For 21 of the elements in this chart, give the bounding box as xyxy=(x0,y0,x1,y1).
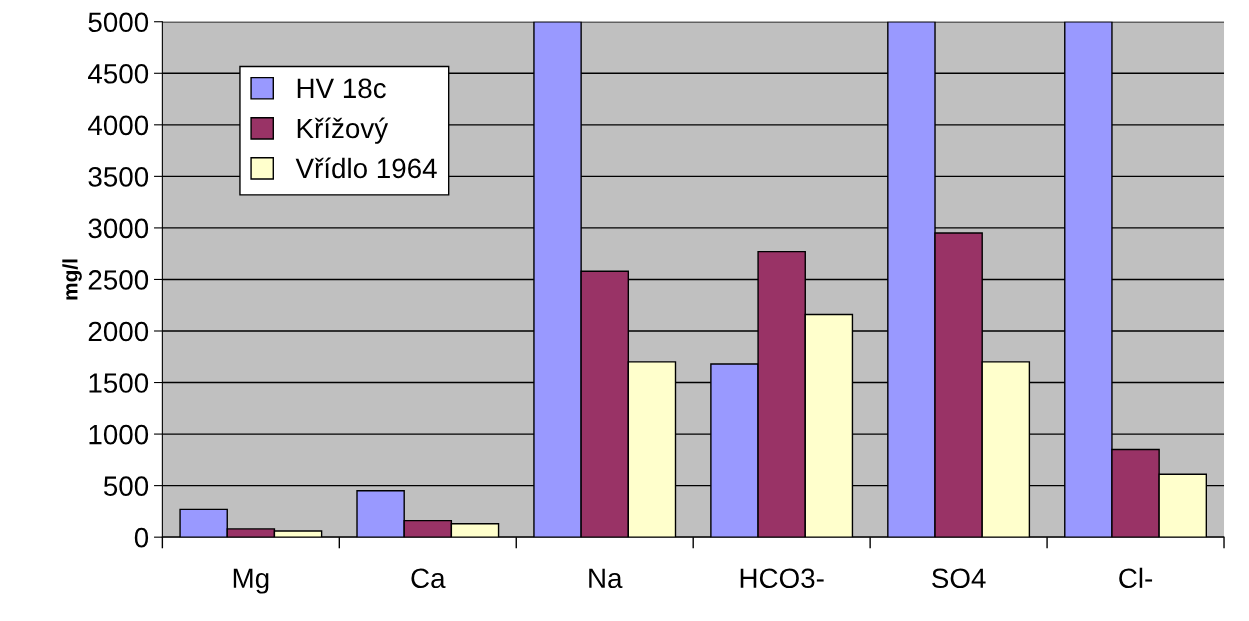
x-tick-label: Ca xyxy=(411,568,446,589)
y-tick-label: 1000 xyxy=(89,424,149,445)
y-tick-label: 0 xyxy=(134,527,149,548)
y-tick-label: 2000 xyxy=(88,321,149,342)
y-tick-label: 3500 xyxy=(88,167,149,187)
legend-label: Vřídlo 1964 xyxy=(295,157,437,179)
x-tick-label: Na xyxy=(589,568,623,589)
x-tick-label: SO4 xyxy=(932,568,986,589)
y-tick-label: 4000 xyxy=(88,115,149,136)
y-tick-label: 5000 xyxy=(88,12,149,33)
y-tick-label: 2500 xyxy=(88,270,149,290)
legend-label: HV 18c xyxy=(297,78,386,99)
y-tick-label: 3000 xyxy=(88,218,149,239)
x-tick-label: Mg xyxy=(233,568,269,594)
y-axis-title: mg/l xyxy=(62,259,82,300)
x-tick-label: HCO3- xyxy=(740,568,824,589)
y-tick-label: 4500 xyxy=(88,63,149,84)
y-tick-label: 1500 xyxy=(89,373,149,393)
legend-label: Křížový xyxy=(297,117,389,144)
y-tick-label: 500 xyxy=(103,476,149,496)
x-tick-label: Cl- xyxy=(1119,567,1153,589)
